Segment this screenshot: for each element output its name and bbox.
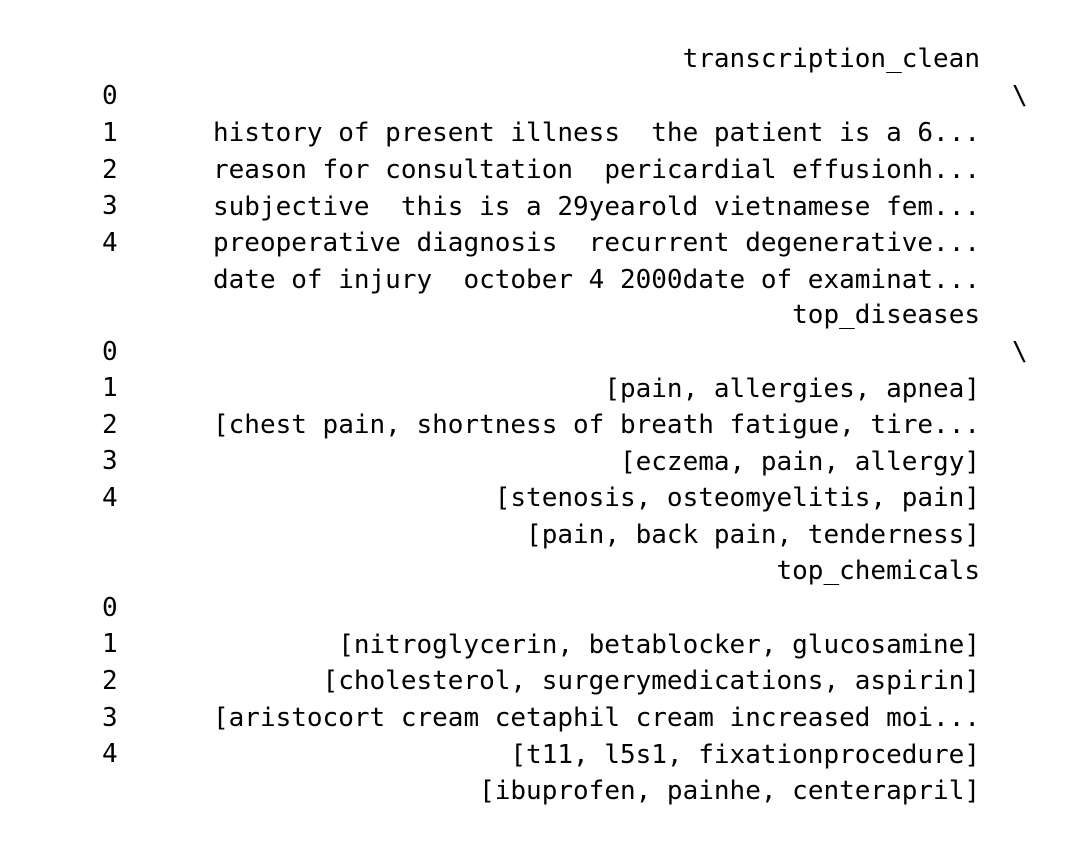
- row-index: 3: [102, 446, 118, 476]
- row-index: 2: [102, 666, 118, 696]
- cell-value: [nitroglycerin, betablocker, glucosamine…: [338, 630, 980, 660]
- cell-value: [eczema, pain, allergy]: [619, 447, 980, 477]
- row-index: 2: [102, 410, 118, 440]
- table-row: 0 [nitroglycerin, betablocker, glucosami…: [0, 553, 1090, 660]
- row-index: 2: [102, 155, 118, 185]
- table-row: 1 reason for consultation pericardial ef…: [0, 78, 1090, 185]
- table-row: 1 [cholesterol, surgerymedications, aspi…: [0, 589, 1090, 696]
- column-header: transcription_clean: [682, 44, 980, 74]
- cell-value: subjective this is a 29yearold vietnames…: [212, 192, 980, 222]
- row-index: 0: [102, 593, 118, 623]
- line-continuation: \: [1012, 81, 1028, 111]
- cell-value: [aristocort cream cetaphil cream increas…: [212, 703, 980, 733]
- row-index: 4: [102, 483, 118, 513]
- cell-value: [cholesterol, surgerymedications, aspiri…: [322, 666, 980, 696]
- table-row: 3 [t11, l5s1, fixationprocedure]: [0, 663, 1090, 770]
- dataframe-output: transcription_clean \ 0 history of prese…: [0, 4, 1090, 806]
- table-row: 4 [ibuprofen, painhe, centerapril]: [0, 699, 1090, 806]
- column-header-row: transcription_clean \: [0, 4, 1090, 111]
- row-index: 1: [102, 118, 118, 148]
- table-row: 4 date of injury october 4 2000date of e…: [0, 188, 1090, 295]
- column-header: top_chemicals: [776, 556, 981, 586]
- cell-value: preoperative diagnosis recurrent degener…: [212, 228, 980, 258]
- cell-value: history of present illness the patient i…: [212, 118, 980, 148]
- row-index: 0: [102, 81, 118, 111]
- row-index: 1: [102, 629, 118, 659]
- cell-value: [pain, allergies, apnea]: [604, 374, 980, 404]
- table-row: 0 history of present illness the patient…: [0, 41, 1090, 148]
- row-index: 4: [102, 739, 118, 769]
- cell-value: date of injury october 4 2000date of exa…: [212, 265, 980, 295]
- table-row: 2 [eczema, pain, allergy]: [0, 370, 1090, 477]
- row-index: 3: [102, 703, 118, 733]
- table-row: 2 subjective this is a 29yearold vietnam…: [0, 115, 1090, 222]
- table-row: 4 [pain, back pain, tenderness]: [0, 443, 1090, 550]
- column-header: top_diseases: [792, 300, 980, 330]
- row-index: 0: [102, 337, 118, 367]
- cell-value: [stenosis, osteomyelitis, pain]: [494, 483, 980, 513]
- cell-value: [chest pain, shortness of breath fatigue…: [212, 410, 980, 440]
- table-row: 3 [stenosis, osteomyelitis, pain]: [0, 406, 1090, 513]
- line-continuation: \: [1012, 337, 1028, 367]
- column-header-row: top_diseases \: [0, 260, 1090, 367]
- table-row: 1 [chest pain, shortness of breath fatig…: [0, 333, 1090, 440]
- table-row: 0 [pain, allergies, apnea]: [0, 297, 1090, 404]
- cell-value: [ibuprofen, painhe, centerapril]: [479, 776, 980, 806]
- column-header-row: top_chemicals: [0, 516, 1090, 586]
- row-index: 3: [102, 191, 118, 221]
- cell-value: reason for consultation pericardial effu…: [212, 155, 980, 185]
- table-row: 3 preoperative diagnosis recurrent degen…: [0, 151, 1090, 258]
- cell-value: [pain, back pain, tenderness]: [526, 520, 980, 550]
- table-row: 2 [aristocort cream cetaphil cream incre…: [0, 626, 1090, 733]
- cell-value: [t11, l5s1, fixationprocedure]: [510, 740, 980, 770]
- row-index: 1: [102, 373, 118, 403]
- row-index: 4: [102, 228, 118, 258]
